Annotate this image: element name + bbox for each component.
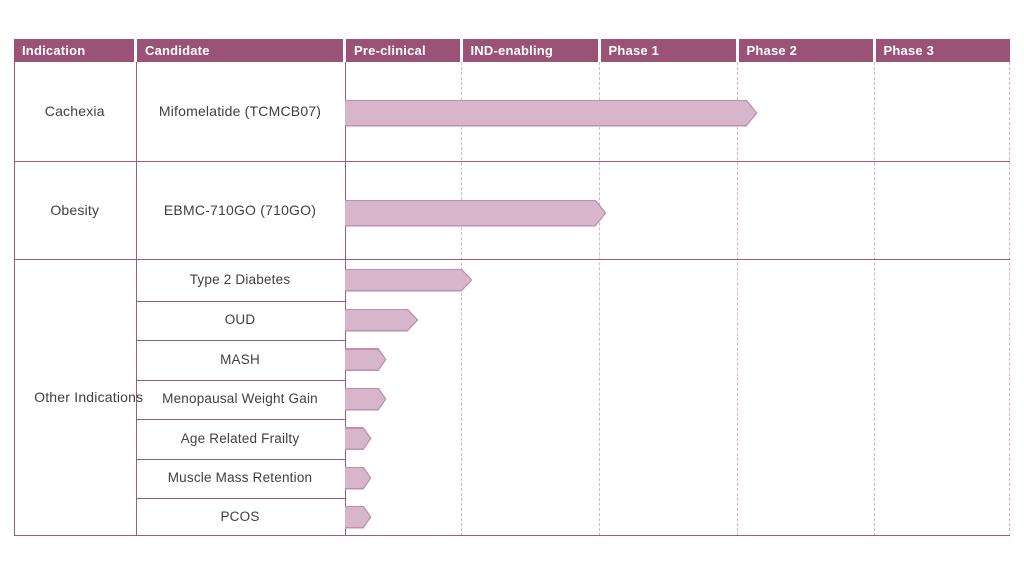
subrow-divider [135,379,345,381]
progress-bar-frailty [345,427,372,450]
column-header-phase1: Phase 1 [600,39,736,62]
grid-line-candidate-phases [344,62,346,536]
progress-bar-pcos [345,506,372,529]
progress-bar-menopausal [345,388,387,411]
progress-bar-oud [345,309,419,332]
candidate-label-oud: OUD [224,312,256,328]
subrow-divider [135,458,345,460]
grid-line-right-edge [1008,62,1010,536]
phase-separator-ind-phase1 [599,62,600,536]
column-header-candidate: Candidate [137,39,343,62]
candidate-label-muscle-mass: Muscle Mass Retention [167,470,313,486]
progress-bar-ebmc [345,200,607,227]
candidate-label-ebmc: EBMC-710GO (710GO) [163,201,317,218]
indication-label-other: Other Indications [34,389,144,406]
subrow-divider [135,300,345,302]
grid-line-indication-candidate [135,62,137,536]
table-bottom-border [14,534,1010,536]
column-header-indication: Indication [14,39,134,62]
phase-separator-phase2-phase3 [874,62,875,536]
phase-separator-phase1-phase2 [737,62,738,536]
progress-bar-muscle-mass [345,467,372,490]
column-header-phase3: Phase 3 [875,39,1010,62]
progress-bar-mifomelatide [345,100,758,127]
pipeline-table: Indication Candidate Pre-clinical IND-en… [14,39,1010,536]
table-header: Indication Candidate Pre-clinical IND-en… [14,39,1010,62]
indication-label-cachexia: Cachexia [44,103,105,120]
indication-label-obesity: Obesity [50,201,100,218]
column-header-phase2: Phase 2 [738,39,873,62]
candidate-label-frailty: Age Related Frailty [180,430,300,446]
candidate-label-mifomelatide: Mifomelatide (TCMCB07) [158,103,322,120]
row-divider-obesity-other [14,259,1010,260]
subrow-divider [135,340,345,341]
subrow-divider [135,419,345,420]
grid-line-left-edge [14,62,15,536]
subrow-divider [135,498,345,499]
candidate-label-pcos: PCOS [220,509,260,525]
column-header-ind-enabling: IND-enabling [462,39,598,62]
phase-separator-preclinical-ind [461,62,462,536]
candidate-label-mash: MASH [220,351,260,367]
progress-bar-mash [345,348,387,371]
row-divider-cachexia-obesity [14,161,1010,162]
candidate-label-type2-diabetes: Type 2 Diabetes [189,271,291,287]
column-header-preclinical: Pre-clinical [346,39,460,62]
progress-bar-type2-diabetes [345,269,473,292]
candidate-label-menopausal: Menopausal Weight Gain [162,391,318,407]
